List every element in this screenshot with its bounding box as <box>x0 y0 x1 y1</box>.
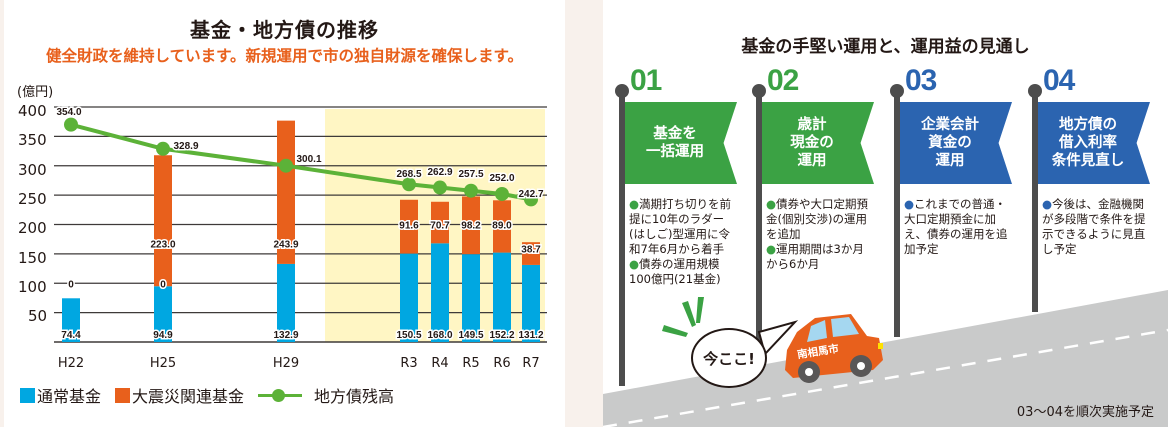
svg-text:74.4: 74.4 <box>61 330 81 341</box>
x-tick: R3 <box>400 356 418 371</box>
svg-text:70.7: 70.7 <box>430 221 450 232</box>
bullet-item: 満期打ち切りを前提に10年のラダー(はしご)型運用に令和7年6月から着手 <box>629 197 737 257</box>
bullet-item: 債券の運用規模100億円(21基金) <box>629 257 737 287</box>
svg-text:98.2: 98.2 <box>461 221 481 232</box>
svg-text:223.0: 223.0 <box>150 239 175 250</box>
svg-text:257.5: 257.5 <box>458 169 483 180</box>
y-tick: 400 <box>18 102 47 120</box>
legend-label: 地方債残高 <box>314 387 395 406</box>
svg-text:149.5: 149.5 <box>458 330 483 341</box>
svg-text:38.7: 38.7 <box>521 245 541 256</box>
stacked-bar-line-chart: 74.4 94.9 132.9 150.5 168.0 149.5 152.2 131.2 0 2… <box>54 106 547 343</box>
svg-text:0: 0 <box>68 279 74 290</box>
step-number: 03 <box>905 64 937 97</box>
svg-text:262.9: 262.9 <box>427 167 452 178</box>
svg-text:328.9: 328.9 <box>173 141 198 152</box>
emphasis-lines-icon <box>662 297 704 337</box>
step-description: 今後は、金融機関が多段階で条件を提示できるように見直し予定 <box>1042 197 1150 257</box>
legend-regular-fund: 通常基金 <box>20 383 101 407</box>
y-tick: 350 <box>18 131 47 149</box>
chart-subtitle: 健全財政を維持しています。新規運用で市の独自財源を確保します。 <box>46 47 523 65</box>
x-tick: H29 <box>272 356 300 371</box>
x-tick: R7 <box>522 356 540 371</box>
flag-banner: 企業会計 資金の 運用 <box>900 102 1012 184</box>
legend-label: 大震災関連基金 <box>132 387 245 406</box>
step-number: 01 <box>630 64 662 97</box>
svg-text:91.6: 91.6 <box>399 221 419 232</box>
legend-debt-balance: 地方債残高 <box>258 383 394 407</box>
x-tick: R5 <box>462 356 480 371</box>
svg-text:131.2: 131.2 <box>518 330 543 341</box>
svg-text:268.5: 268.5 <box>396 169 421 180</box>
svg-text:300.1: 300.1 <box>296 154 321 165</box>
pole-knob <box>615 84 629 98</box>
y-tick: 50 <box>28 307 48 325</box>
svg-text:252.0: 252.0 <box>489 173 514 184</box>
flag-pole <box>894 92 900 337</box>
pole-knob <box>752 84 766 98</box>
svg-text:89.0: 89.0 <box>492 221 512 232</box>
speech-text: 今ここ! <box>703 349 755 368</box>
svg-text:0: 0 <box>160 279 166 290</box>
step-description: 満期打ち切りを前提に10年のラダー(はしご)型運用に令和7年6月から着手 債券の… <box>629 197 737 287</box>
flag-banner: 歳計 現金の 運用 <box>762 102 874 184</box>
footnote: 03〜04を順次実施予定 <box>1016 405 1154 420</box>
flag-title: 地方債の 借入利率 条件見直し <box>1051 117 1125 169</box>
bullet-item: 債券や大口定期預金(個別交渉)の運用を追加 <box>766 197 874 242</box>
pole-knob <box>890 84 904 98</box>
x-tick: H22 <box>57 356 85 371</box>
y-axis-unit: (億円) <box>17 85 54 100</box>
step-description: これまでの普通・大口定期預金に加え、債券の運用を追加予定 <box>904 197 1012 257</box>
flag-pole <box>1032 92 1038 312</box>
speech-bubble: 今ここ! <box>691 328 767 388</box>
flag-banner: 基金を 一括運用 <box>625 102 737 184</box>
svg-text:132.9: 132.9 <box>273 330 298 341</box>
legend-label: 通常基金 <box>37 387 102 406</box>
svg-text:354.0: 354.0 <box>56 107 81 118</box>
flag-pole <box>756 92 762 362</box>
y-tick: 200 <box>18 219 47 237</box>
x-tick: R6 <box>493 356 511 371</box>
blue-square-icon <box>20 387 35 403</box>
green-line-marker-icon <box>258 387 303 403</box>
x-tick: R4 <box>431 356 449 371</box>
svg-text:242.7: 242.7 <box>518 189 543 200</box>
orange-square-icon <box>115 387 131 403</box>
step-01: 01 基金を 一括運用 満期打ち切りを前提に10年のラダー(はしご)型運用に令和… <box>607 64 737 404</box>
chart-legend: 通常基金 大震災関連基金 地方債残高 <box>20 383 408 407</box>
flag-title: 歳計 現金の 運用 <box>790 117 834 169</box>
steps-title: 基金の手堅い運用と、運用益の見通し <box>741 37 1030 57</box>
bullet-item: 今後は、金融機関が多段階で条件を提示できるように見直し予定 <box>1042 197 1150 257</box>
y-tick: 150 <box>18 249 47 267</box>
svg-text:150.5: 150.5 <box>396 330 421 341</box>
bullet-item: 運用期間は3か月から6か月 <box>766 242 874 272</box>
y-tick: 300 <box>18 161 47 179</box>
fund-debt-chart-panel: 基金・地方債の推移 健全財政を維持しています。新規運用で市の独自財源を確保します… <box>4 0 565 427</box>
x-tick: H25 <box>149 356 177 371</box>
step-number: 04 <box>1043 64 1075 97</box>
step-number: 02 <box>767 64 799 97</box>
legend-disaster-fund: 大震災関連基金 <box>115 383 244 407</box>
bullet-item: これまでの普通・大口定期預金に加え、債券の運用を追加予定 <box>904 197 1012 257</box>
flag-title: 企業会計 資金の 運用 <box>921 117 979 169</box>
road-illustration <box>603 290 1168 427</box>
svg-text:94.9: 94.9 <box>153 330 173 341</box>
svg-text:243.9: 243.9 <box>273 239 298 250</box>
flag-pole <box>619 92 625 386</box>
chart-title: 基金・地方債の推移 <box>190 18 379 42</box>
svg-text:168.0: 168.0 <box>427 330 452 341</box>
step-02: 02 歳計 現金の 運用 債券や大口定期預金(個別交渉)の運用を追加 運用期間は… <box>744 64 874 404</box>
y-tick: 250 <box>18 190 47 208</box>
pole-knob <box>1028 84 1042 98</box>
flag-title: 基金を 一括運用 <box>646 126 704 160</box>
flag-banner: 地方債の 借入利率 条件見直し <box>1038 102 1150 184</box>
svg-text:152.2: 152.2 <box>489 330 514 341</box>
y-tick: 100 <box>18 278 47 296</box>
car-icon <box>785 314 883 383</box>
step-description: 債券や大口定期預金(個別交渉)の運用を追加 運用期間は3か月から6か月 <box>766 197 874 272</box>
investment-steps-panel: 基金の手堅い運用と、運用益の見通し 01 基金を 一括運用 満期打ち切りを前提に… <box>603 0 1168 427</box>
step-03: 03 企業会計 資金の 運用 これまでの普通・大口定期預金に加え、債券の運用を追… <box>882 64 1012 404</box>
step-04: 04 地方債の 借入利率 条件見直し 今後は、金融機関が多段階で条件を提示できる… <box>1020 64 1150 404</box>
